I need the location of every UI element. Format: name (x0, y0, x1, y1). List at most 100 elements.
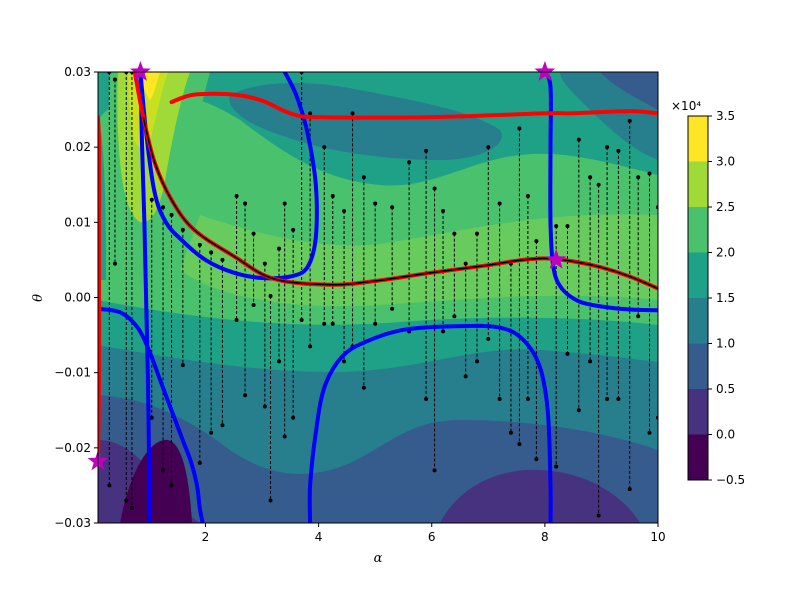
drop-end-point-32 (452, 314, 457, 319)
colorbar-scale-label: ×10⁴ (671, 99, 701, 113)
blue-curve-0 (138, 72, 151, 523)
drop-end-point-46 (605, 396, 610, 401)
drop-end-point-43 (576, 408, 581, 413)
x-axis-label: α (374, 551, 383, 566)
drop-start-point-9 (209, 250, 214, 255)
colorbar-ticks: −0.5 0.0 0.5 1.0 1.5 2.0 2.5 3.0 3.5 (708, 109, 745, 487)
star-marker-1 (534, 61, 556, 81)
drop-end-point-41 (554, 464, 559, 469)
drop-start-point-4 (149, 197, 154, 202)
drop-start-point-14 (262, 261, 267, 266)
colorbar-tick-label-3: 1.0 (716, 337, 735, 351)
drop-end-point-1 (112, 261, 117, 266)
drop-start-point-27 (390, 205, 395, 210)
drop-start-point-25 (361, 175, 366, 180)
drop-end-point-31 (441, 329, 446, 334)
colorbar-band-6 (688, 161, 708, 207)
drop-end-point-19 (299, 318, 304, 323)
drop-start-point-11 (234, 194, 239, 199)
red-curve-0 (98, 115, 102, 465)
star-marker-2 (545, 248, 567, 269)
drop-start-point-31 (441, 209, 446, 214)
drop-start-point-50 (647, 171, 652, 176)
drop-start-point-12 (243, 201, 248, 206)
drop-start-point-16 (277, 246, 282, 251)
colorbar-tick-label-4: 1.5 (716, 291, 735, 305)
y-tick-label-4: 0.01 (64, 215, 91, 229)
drop-end-point-20 (308, 344, 313, 349)
drop-end-point-42 (565, 351, 570, 356)
drop-end-point-7 (180, 363, 185, 368)
drop-end-point-39 (525, 396, 530, 401)
drop-end-point-26 (373, 321, 378, 326)
y-tick-label-5: 0.02 (64, 140, 91, 154)
drop-end-point-18 (291, 415, 296, 420)
drop-start-point-17 (282, 201, 287, 206)
drop-end-point-38 (517, 442, 522, 447)
colorbar-band-5 (688, 207, 708, 253)
drop-start-point-47 (616, 148, 621, 153)
drop-end-point-34 (474, 359, 479, 364)
colorbar-band-1 (688, 389, 708, 435)
drop-start-point-22 (330, 194, 335, 199)
y-tick-label-0: −0.03 (54, 516, 91, 530)
drop-start-point-41 (554, 224, 559, 229)
nullcline-curves (98, 72, 658, 523)
star-marker-0 (130, 61, 151, 81)
blue-curve-1 (138, 72, 319, 281)
blue-curve-2 (98, 306, 205, 523)
drop-end-point-5 (161, 468, 166, 473)
drop-end-point-3 (129, 505, 134, 510)
colorbar-tick-label-2: 0.5 (716, 382, 735, 396)
drop-start-point-24 (350, 111, 355, 116)
drop-start-point-13 (251, 231, 256, 236)
drop-start-point-15 (268, 293, 273, 298)
drop-end-point-23 (342, 359, 347, 364)
contour-fill (98, 72, 658, 523)
x-tick-label-1: 4 (315, 530, 323, 544)
y-axis-ticks: −0.03 −0.02 −0.01 0.00 0.01 0.02 0.03 (54, 65, 98, 530)
colorbar-tick-label-6: 2.5 (716, 200, 735, 214)
black-curve (142, 116, 658, 290)
drop-start-point-48 (627, 118, 632, 123)
drop-start-point-7 (180, 227, 185, 232)
drop-end-point-11 (234, 318, 239, 323)
y-tick-label-3: 0.00 (64, 291, 91, 305)
drop-end-point-44 (588, 359, 593, 364)
drop-end-point-27 (390, 306, 395, 311)
colorbar-tick-label-1: 0.0 (716, 428, 735, 442)
y-tick-label-2: −0.01 (54, 366, 91, 380)
drop-end-point-0 (107, 483, 112, 488)
drop-start-point-30 (432, 186, 437, 191)
drop-end-point-29 (424, 396, 429, 401)
blue-curve-3 (307, 323, 553, 523)
drop-end-point-35 (486, 336, 491, 341)
drop-end-point-13 (251, 303, 256, 308)
drop-end-point-36 (497, 396, 502, 401)
drop-start-point-42 (565, 224, 570, 229)
drop-end-point-37 (508, 430, 513, 435)
colorbar-band-0 (688, 434, 708, 480)
drop-start-point-35 (486, 145, 491, 150)
colorbar-tick-label-5: 2.0 (716, 246, 735, 260)
y-tick-label-6: 0.03 (64, 65, 91, 79)
drop-start-point-5 (161, 205, 166, 210)
drop-start-point-20 (308, 111, 313, 116)
drop-end-point-10 (220, 423, 225, 428)
drop-start-point-46 (605, 145, 610, 150)
drop-end-point-30 (432, 468, 437, 473)
drop-end-point-25 (361, 385, 366, 390)
drop-start-point-1 (112, 77, 117, 82)
drop-start-point-32 (452, 231, 457, 236)
drop-end-point-4 (149, 415, 154, 420)
drop-end-point-49 (636, 314, 641, 319)
red-curve-1 (169, 91, 658, 120)
drop-start-point-18 (291, 227, 296, 232)
drop-start-point-39 (525, 194, 530, 199)
colorbar-band-2 (688, 343, 708, 389)
colorbar-band-4 (688, 252, 708, 298)
colorbar-band-7 (688, 116, 708, 162)
drop-start-point-23 (342, 209, 347, 214)
drop-end-point-50 (647, 430, 652, 435)
drop-end-point-22 (330, 321, 335, 326)
